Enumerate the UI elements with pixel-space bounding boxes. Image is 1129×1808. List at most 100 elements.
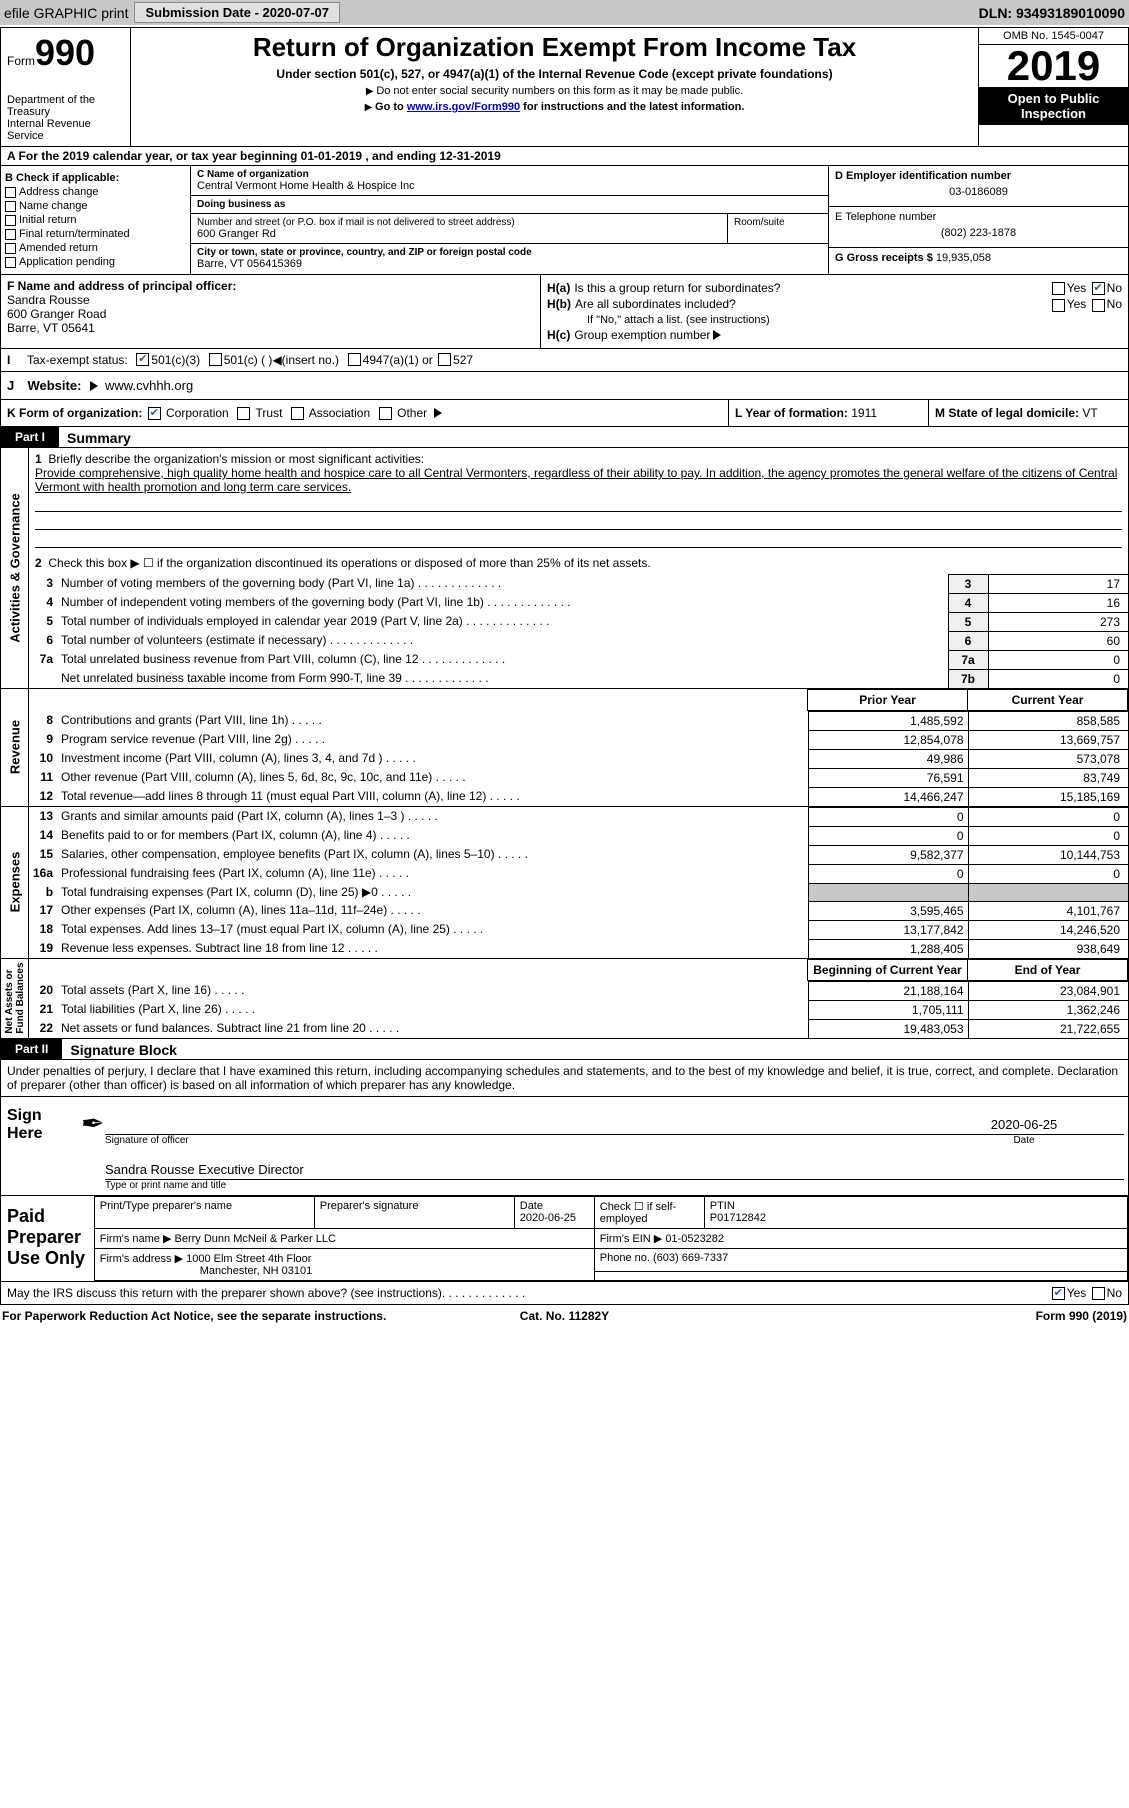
summary-row: 3Number of voting members of the governi…	[29, 574, 1128, 593]
city-value: Barre, VT 056415369	[197, 258, 822, 270]
q2-label: Check this box ▶ ☐ if the organization d…	[48, 556, 650, 570]
assoc-checkbox[interactable]	[291, 407, 304, 420]
prep-date: 2020-06-25	[520, 1212, 576, 1224]
firm-name: Berry Dunn McNeil & Parker LLC	[175, 1233, 336, 1245]
form-label: Form	[7, 54, 35, 68]
hc-label: Group exemption number	[574, 328, 710, 342]
preparer-table: Print/Type preparer's namePreparer's sig…	[94, 1196, 1128, 1281]
501c3-checkbox[interactable]: ✔	[136, 353, 149, 366]
row-a-period: A For the 2019 calendar year, or tax yea…	[1, 147, 1128, 166]
arrow-icon	[90, 381, 98, 391]
city-label: City or town, state or province, country…	[197, 247, 822, 258]
trust-checkbox[interactable]	[237, 407, 250, 420]
tax-status-row: ITax-exempt status: ✔ 501(c)(3) 501(c) (…	[1, 349, 1128, 372]
firm-ein: 01-0523282	[665, 1233, 724, 1245]
data-row: 15Salaries, other compensation, employee…	[29, 845, 1128, 864]
sign-here-label: Sign Here	[1, 1097, 81, 1195]
part1-header: Part I	[1, 427, 59, 447]
type-name-label: Type or print name and title	[105, 1180, 1124, 1191]
website-row: J Website: www.cvhhh.org	[1, 372, 1128, 400]
begin-year-hdr: Beginning of Current Year	[808, 959, 968, 980]
topbar: efile GRAPHIC print Submission Date - 20…	[0, 0, 1129, 25]
sign-date: 2020-06-25	[924, 1117, 1124, 1132]
checkbox-address-change[interactable]: Address change	[5, 186, 186, 198]
checkbox-initial-return[interactable]: Initial return	[5, 214, 186, 226]
discuss-yes-checkbox[interactable]: ✔	[1052, 1287, 1065, 1300]
hb-yes-checkbox[interactable]	[1052, 299, 1065, 312]
footer-center: Cat. No. 11282Y	[520, 1309, 609, 1323]
phone-value: (802) 223-1878	[835, 223, 1122, 243]
state-domicile: VT	[1082, 406, 1097, 420]
officer-label: F Name and address of principal officer:	[7, 279, 236, 293]
data-row: bTotal fundraising expenses (Part IX, co…	[29, 883, 1128, 901]
side-netassets: Net Assets orFund Balances	[1, 959, 29, 1038]
part1-title: Summary	[59, 427, 139, 449]
dept-label: Department of the Treasury Internal Reve…	[7, 94, 124, 142]
prep-sig-label: Preparer's signature	[314, 1196, 514, 1228]
part2-title: Signature Block	[62, 1039, 185, 1061]
self-emp-check[interactable]: Check ☐ if self-employed	[594, 1196, 704, 1228]
form-container: Form990 Department of the Treasury Inter…	[0, 27, 1129, 1305]
note-ssn: Do not enter social security numbers on …	[139, 85, 970, 97]
section-b-to-g: B Check if applicable: Address changeNam…	[1, 166, 1128, 275]
part2-header: Part II	[1, 1039, 62, 1059]
corp-checkbox[interactable]: ✔	[148, 407, 161, 420]
checkbox-application-pending[interactable]: Application pending	[5, 256, 186, 268]
form-subtitle: Under section 501(c), 527, or 4947(a)(1)…	[139, 67, 970, 81]
pen-icon: ✒	[81, 1097, 101, 1195]
current-year-hdr: Current Year	[968, 689, 1128, 710]
form-header: Form990 Department of the Treasury Inter…	[1, 28, 1128, 147]
side-activities: Activities & Governance	[1, 448, 29, 688]
gross-value: 19,935,058	[936, 252, 991, 264]
ein-label: D Employer identification number	[835, 170, 1011, 182]
declaration-text: Under penalties of perjury, I declare th…	[1, 1060, 1128, 1096]
org-name: Central Vermont Home Health & Hospice In…	[197, 180, 822, 192]
footer-left: For Paperwork Reduction Act Notice, see …	[2, 1309, 386, 1323]
q1-label: Briefly describe the organization's miss…	[48, 452, 424, 466]
501c-checkbox[interactable]	[209, 353, 222, 366]
prep-name-label: Print/Type preparer's name	[94, 1196, 314, 1228]
row-klm: K Form of organization: ✔ Corporation Tr…	[1, 400, 1128, 427]
data-row: 18Total expenses. Add lines 13–17 (must …	[29, 920, 1128, 939]
checkbox-final-return-terminated[interactable]: Final return/terminated	[5, 228, 186, 240]
checkbox-name-change[interactable]: Name change	[5, 200, 186, 212]
officer-name: Sandra Rousse	[7, 293, 534, 307]
discuss-label: May the IRS discuss this return with the…	[7, 1286, 442, 1300]
checkbox-amended-return[interactable]: Amended return	[5, 242, 186, 254]
data-row: 11Other revenue (Part VIII, column (A), …	[29, 768, 1128, 787]
hb-label: Are all subordinates included?	[575, 297, 736, 311]
org-name-label: C Name of organization	[197, 169, 822, 180]
firm-addr1: 1000 Elm Street 4th Floor	[186, 1253, 311, 1265]
street-value: 600 Granger Rd	[197, 228, 721, 240]
side-revenue: Revenue	[1, 689, 29, 806]
ha-yes-checkbox[interactable]	[1052, 282, 1065, 295]
summary-row: Net unrelated business taxable income fr…	[29, 669, 1128, 688]
discuss-no-checkbox[interactable]	[1092, 1287, 1105, 1300]
data-row: 9Program service revenue (Part VIII, lin…	[29, 730, 1128, 749]
row-f-h: F Name and address of principal officer:…	[1, 275, 1128, 349]
ha-no-checkbox[interactable]: ✔	[1092, 282, 1105, 295]
form-title: Return of Organization Exempt From Incom…	[139, 32, 970, 63]
instructions-link[interactable]: www.irs.gov/Form990	[407, 101, 520, 113]
4947-checkbox[interactable]	[348, 353, 361, 366]
data-row: 10Investment income (Part VIII, column (…	[29, 749, 1128, 768]
efile-label: efile GRAPHIC print	[4, 5, 128, 21]
other-checkbox[interactable]	[379, 407, 392, 420]
sig-officer-label: Signature of officer	[105, 1135, 189, 1146]
data-row: 20Total assets (Part X, line 16)21,188,1…	[29, 981, 1128, 1000]
prior-year-hdr: Prior Year	[808, 689, 968, 710]
527-checkbox[interactable]	[438, 353, 451, 366]
submission-button[interactable]: Submission Date - 2020-07-07	[134, 2, 340, 23]
website-value: www.cvhhh.org	[105, 378, 193, 393]
mission-text: Provide comprehensive, high quality home…	[35, 466, 1117, 494]
firm-addr2: Manchester, NH 03101	[100, 1265, 313, 1277]
end-year-hdr: End of Year	[968, 959, 1128, 980]
firm-phone: (603) 669-7337	[653, 1252, 728, 1264]
data-row: 12Total revenue—add lines 8 through 11 (…	[29, 787, 1128, 806]
ha-label: Is this a group return for subordinates?	[574, 281, 780, 295]
hb-no-checkbox[interactable]	[1092, 299, 1105, 312]
col-b-checkboxes: B Check if applicable: Address changeNam…	[1, 166, 191, 274]
arrow-icon	[434, 408, 442, 418]
hb-note: If "No," attach a list. (see instruction…	[547, 314, 1122, 326]
summary-row: 4Number of independent voting members of…	[29, 593, 1128, 612]
